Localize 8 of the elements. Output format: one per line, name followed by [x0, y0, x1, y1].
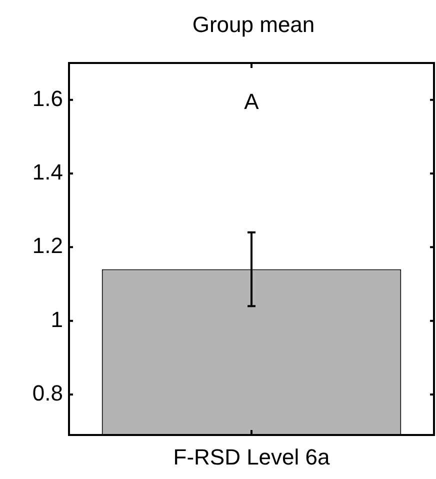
chart-title: Group mean: [192, 12, 315, 38]
y-tick-label: 1.2: [32, 233, 63, 258]
y-tick-label: 1.4: [32, 160, 63, 185]
x-tick-label: F-RSD Level 6a: [173, 444, 331, 470]
y-tick-label: 0.8: [32, 380, 63, 406]
y-tick-label: 1.6: [32, 86, 63, 111]
annotation: A: [244, 89, 260, 114]
y-tick-label: 1: [50, 306, 63, 332]
